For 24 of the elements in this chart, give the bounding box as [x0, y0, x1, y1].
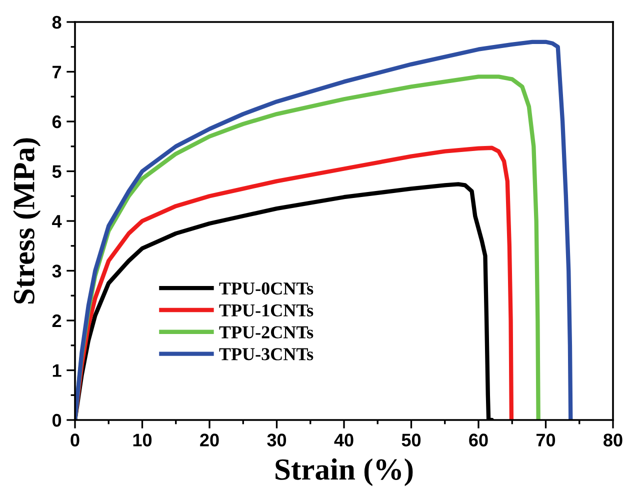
y-tick-label: 7 [52, 66, 62, 78]
x-tick-label: 0 [70, 434, 80, 446]
y-tick-label: 5 [52, 165, 62, 178]
x-tick-label: 40 [334, 434, 354, 446]
legend-label: TPU-2CNTs [219, 326, 314, 338]
legend-label: TPU-0CNTs [219, 282, 314, 295]
x-tick-label: 50 [402, 434, 421, 446]
y-tick-label: 4 [52, 215, 62, 228]
legend-label: TPU-1CNTs [219, 304, 314, 316]
x-tick-label: 80 [604, 434, 622, 446]
y-tick-label: 1 [52, 364, 62, 377]
x-tick-label: 70 [536, 434, 556, 446]
legend-label: TPU-3CNTs [219, 348, 314, 360]
x-tick-label: 30 [267, 434, 286, 446]
x-tick-label: 20 [200, 434, 219, 446]
y-tick-label: 3 [52, 264, 62, 278]
x-tick-label: 60 [469, 434, 488, 446]
y-tick-label: 6 [52, 115, 62, 128]
x-axis-title: Strain (%) [276, 458, 413, 486]
y-tick-label: 8 [52, 16, 62, 29]
y-axis-title: Stress (MPa) [12, 138, 41, 304]
x-tick-label: 10 [133, 434, 152, 446]
y-tick-label: 0 [52, 414, 62, 427]
y-tick-label: 2 [52, 314, 62, 328]
